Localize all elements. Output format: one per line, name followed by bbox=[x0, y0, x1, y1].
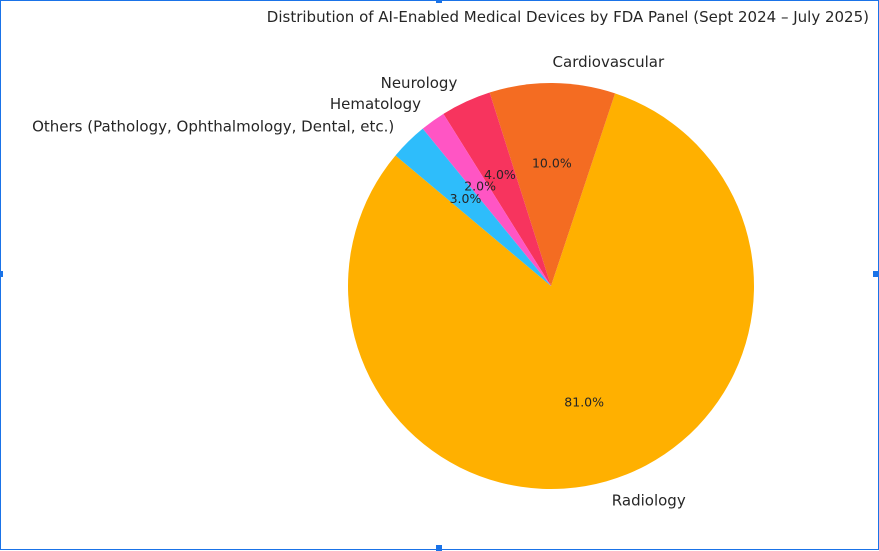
percent-label-cardiovascular: 10.0% bbox=[532, 156, 572, 171]
slice-radiology bbox=[347, 93, 754, 489]
resize-handle-top[interactable] bbox=[436, 0, 442, 3]
category-label-others-pathology-ophthalmology-dental-etc: Others (Pathology, Ophthalmology, Dental… bbox=[32, 118, 394, 136]
slice-cardiovascular bbox=[489, 82, 616, 286]
category-label-cardiovascular: Cardiovascular bbox=[553, 53, 665, 71]
percent-label-radiology: 81.0% bbox=[564, 395, 604, 410]
percent-label-hematology: 2.0% bbox=[464, 178, 496, 193]
percent-label-others-pathology-ophthalmology-dental-etc: 3.0% bbox=[450, 191, 482, 206]
category-label-radiology: Radiology bbox=[612, 491, 686, 509]
category-label-hematology: Hematology bbox=[330, 95, 421, 113]
chart-title: Distribution of AI-Enabled Medical Devic… bbox=[267, 8, 869, 26]
resize-handle-bottom[interactable] bbox=[436, 545, 442, 551]
resize-handle-left[interactable] bbox=[0, 271, 3, 277]
category-labels: Radiology Cardiovascular Neurology Hematolo… bbox=[32, 53, 686, 509]
slice-hematology bbox=[422, 113, 551, 286]
percent-labels: 81.0% 10.0% 4.0%2.0%3.0% bbox=[450, 156, 605, 410]
category-label-neurology: Neurology bbox=[381, 74, 458, 92]
slice-others-pathology-ophthalmology-dental-etc bbox=[395, 128, 551, 286]
resize-handle-right[interactable] bbox=[873, 271, 879, 277]
pie-slices bbox=[347, 82, 754, 489]
slice-neurology bbox=[443, 92, 551, 287]
percent-label-neurology: 4.0% bbox=[484, 167, 516, 182]
